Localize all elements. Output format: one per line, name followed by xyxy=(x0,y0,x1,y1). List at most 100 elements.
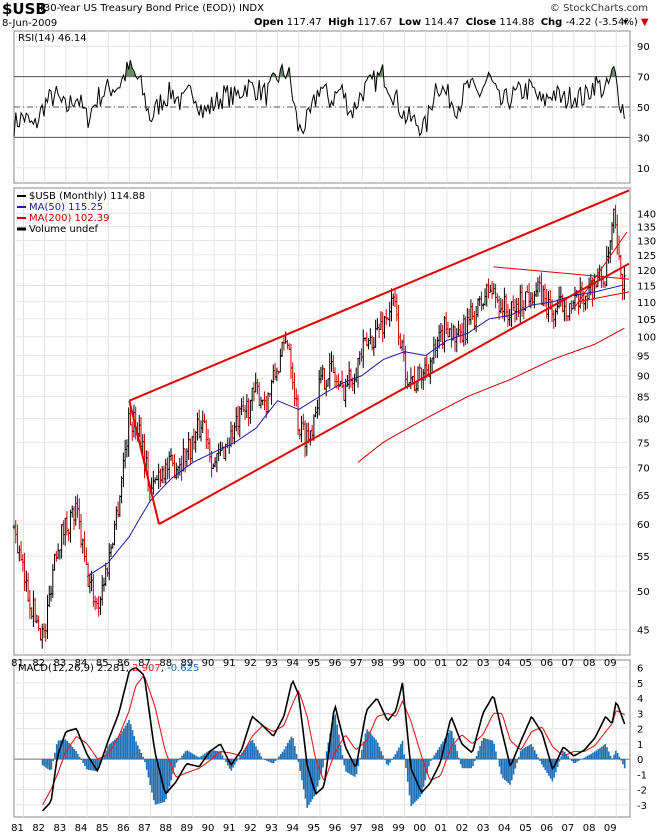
x-tick-label-bottom: 06 xyxy=(540,823,553,834)
macd-histogram-bar xyxy=(129,724,132,760)
macd-histogram-bar xyxy=(595,750,598,760)
macd-histogram-bar xyxy=(486,738,488,760)
macd-histogram-bar xyxy=(151,759,153,793)
price-tick-label: 60 xyxy=(637,520,650,531)
macd-tick-label: 2 xyxy=(637,725,643,736)
macd-histogram-bar xyxy=(168,759,171,787)
macd-histogram-bar xyxy=(271,759,273,764)
macd-histogram-bar xyxy=(392,756,395,760)
x-tick-label-top: 83 xyxy=(53,658,66,669)
macd-legend: MACD(12,26,9) 2.281, 2.907, -0.625 xyxy=(18,663,199,674)
macd-histogram-bar xyxy=(567,756,570,760)
macd-histogram-bar xyxy=(449,730,451,760)
x-tick-label-top: 92 xyxy=(244,658,257,669)
x-tick-label-top: 02 xyxy=(456,658,469,669)
x-tick-label-top: 07 xyxy=(562,658,575,669)
macd-histogram-bar xyxy=(553,759,555,778)
x-tick-label-bottom: 98 xyxy=(371,823,384,834)
macd-histogram-bar xyxy=(308,759,310,805)
macd-histogram-bar xyxy=(346,759,349,773)
x-tick-label-top: 88 xyxy=(159,658,172,669)
trendline xyxy=(573,231,628,309)
macd-histogram-bar xyxy=(493,743,495,760)
trendline xyxy=(128,189,630,402)
macd-histogram-bar xyxy=(154,759,157,805)
macd-histogram-bar xyxy=(181,755,183,760)
macd-histogram-bar xyxy=(227,759,229,766)
price-tick-label: 45 xyxy=(637,626,650,637)
macd-histogram-bar xyxy=(341,755,344,760)
macd-histogram-bar xyxy=(481,740,483,760)
macd-histogram-bar xyxy=(253,743,256,760)
price-tick-label: 85 xyxy=(637,392,650,403)
macd-histogram-bar xyxy=(188,751,190,760)
macd-histogram-bar xyxy=(292,737,294,760)
macd-histogram-bar xyxy=(297,759,300,763)
macd-histogram-bar xyxy=(401,740,404,760)
macd-tick-label: 3 xyxy=(637,709,643,720)
macd-histogram-bar xyxy=(57,740,60,760)
macd-histogram-bar xyxy=(539,759,541,761)
macd-histogram-bar xyxy=(382,755,384,760)
x-tick-label-bottom: 04 xyxy=(498,823,511,834)
macd-histogram-bar xyxy=(521,749,524,760)
macd-histogram-bar xyxy=(107,746,109,760)
macd-histogram-bar xyxy=(170,759,173,781)
ma200-line xyxy=(357,327,625,463)
x-tick-label-bottom: 83 xyxy=(53,823,66,834)
macd-histogram-bar xyxy=(200,756,203,760)
macd-histogram-bar xyxy=(133,736,136,760)
macd-tick-label: -3 xyxy=(637,801,647,812)
x-tick-label-bottom: 07 xyxy=(562,823,575,834)
chart-options-dropdown-icon[interactable]: ▾ xyxy=(623,17,629,28)
x-tick-label-bottom: 01 xyxy=(435,823,448,834)
macd-histogram-bar xyxy=(98,759,100,768)
macd-histogram-bar xyxy=(128,720,130,760)
macd-tick-label: 4 xyxy=(637,694,643,705)
macd-histogram-bar xyxy=(428,759,430,767)
macd-histogram-bar xyxy=(482,737,485,760)
macd-histogram-bar xyxy=(435,752,437,760)
macd-histogram-bar xyxy=(548,759,550,776)
macd-histogram-bar xyxy=(458,757,460,760)
macd-histogram-bar xyxy=(339,744,342,760)
macd-histogram-bar xyxy=(87,759,90,770)
x-tick-label-top: 04 xyxy=(498,658,511,669)
price-bar xyxy=(623,266,626,300)
macd-histogram-bar xyxy=(144,759,146,763)
x-tick-label-top: 01 xyxy=(435,658,448,669)
macd-tick-label: 6 xyxy=(637,664,643,675)
macd-tick-label: -1 xyxy=(637,770,647,781)
macd-histogram-bar xyxy=(616,752,619,760)
macd-legend-sep: , xyxy=(161,663,167,674)
macd-histogram-bar xyxy=(251,739,254,760)
macd-histogram-bar xyxy=(322,759,324,768)
price-tick-label: 125 xyxy=(637,251,656,262)
macd-histogram-bar xyxy=(532,746,534,760)
macd-histogram-bar xyxy=(267,759,270,762)
macd-histogram-bar xyxy=(354,759,356,777)
macd-histogram-bar xyxy=(219,752,222,760)
macd-histogram-bar xyxy=(221,755,224,760)
macd-histogram-bar xyxy=(124,725,127,760)
price-tick-label: 50 xyxy=(637,587,650,598)
macd-histogram-bar xyxy=(426,759,428,774)
macd-legend-label: MACD(12,26,9) xyxy=(18,663,97,674)
macd-histogram-bar xyxy=(174,759,176,768)
macd-histogram-bar xyxy=(456,751,458,760)
macd-histogram-bar xyxy=(119,733,121,760)
x-tick-label-top: 08 xyxy=(583,658,596,669)
macd-histogram-bar xyxy=(71,746,74,760)
macd-histogram-bar xyxy=(145,759,148,770)
x-tick-label-bottom: 94 xyxy=(286,823,299,834)
macd-histogram-bar xyxy=(283,749,286,760)
high-label: High xyxy=(328,17,355,28)
macd-histogram-bar xyxy=(473,759,476,762)
macd-histogram-bar xyxy=(385,759,388,765)
macd-histogram-bar xyxy=(613,754,615,760)
x-tick-label-bottom: 93 xyxy=(265,823,278,834)
x-tick-label-bottom: 97 xyxy=(350,823,363,834)
x-tick-label-bottom: 09 xyxy=(604,823,617,834)
macd-histogram-bar xyxy=(234,759,236,765)
macd-histogram-bar xyxy=(302,759,305,790)
